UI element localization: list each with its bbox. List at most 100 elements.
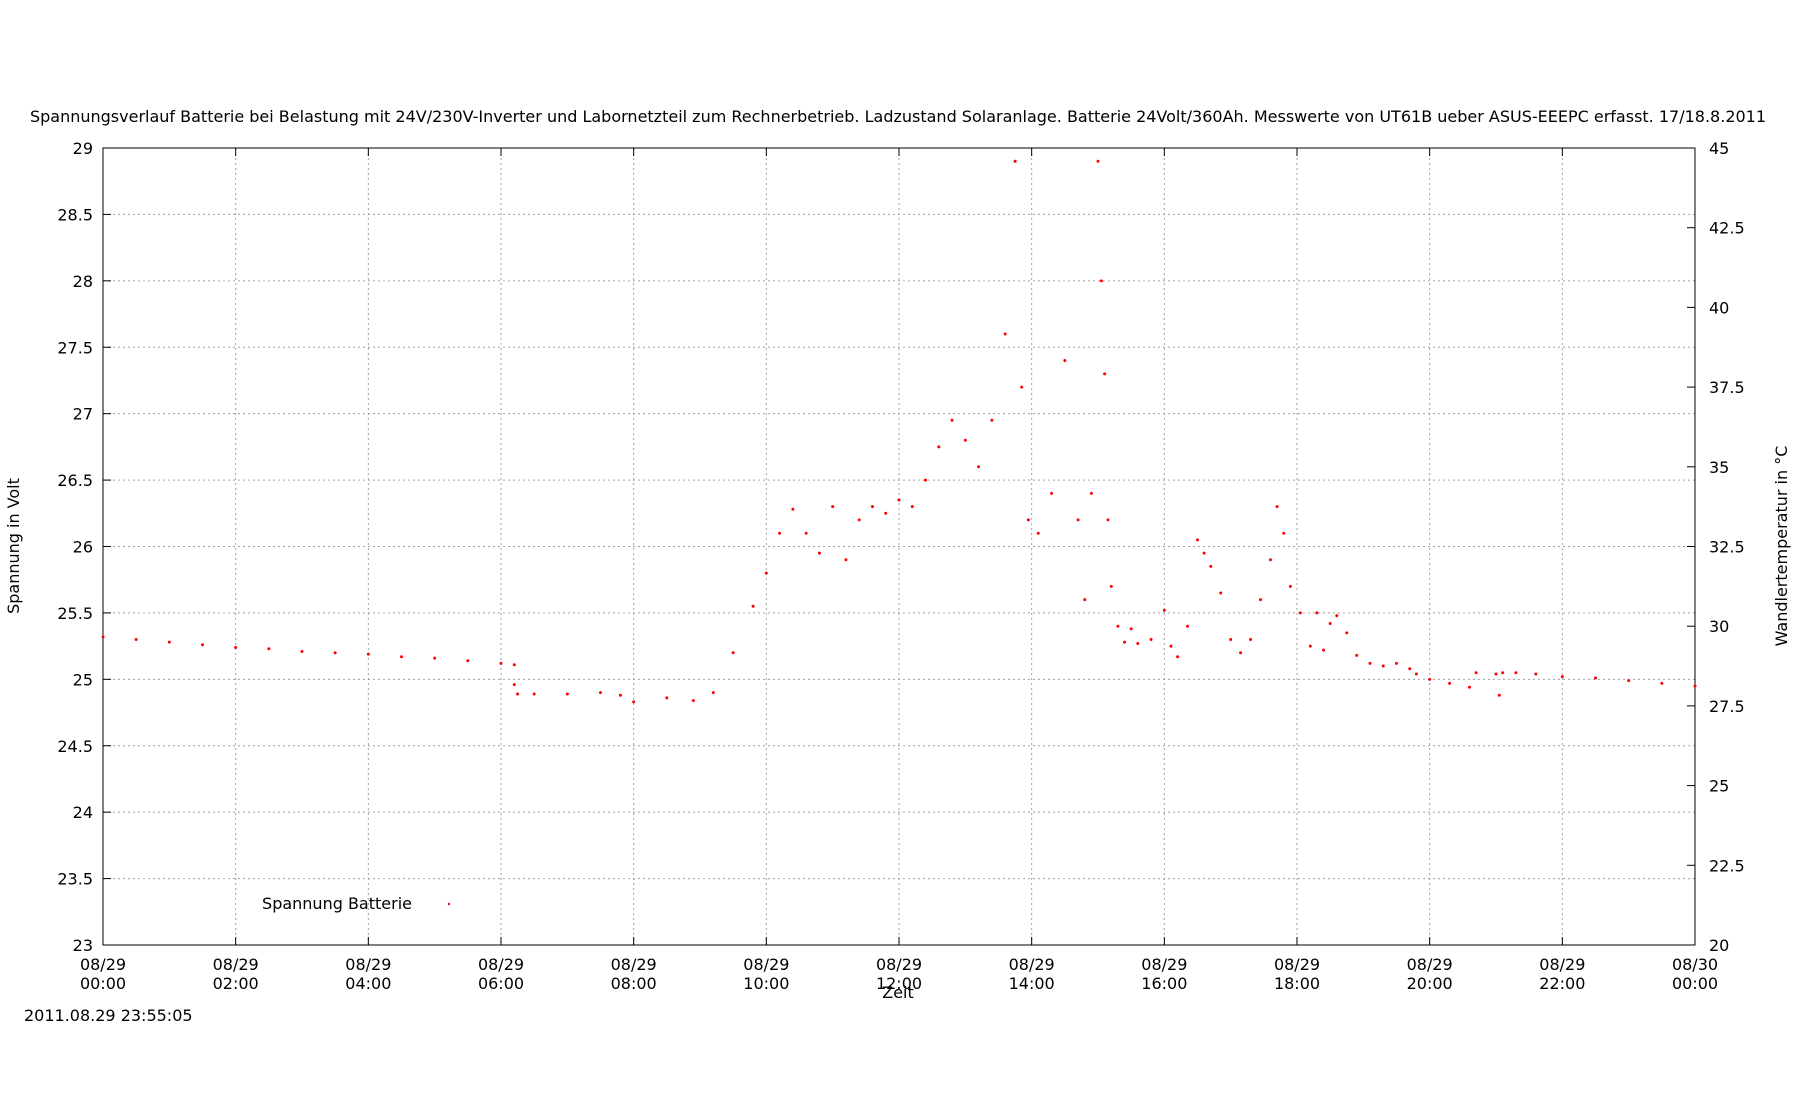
y2-tick-label: 32.5 bbox=[1709, 538, 1745, 557]
data-point bbox=[1560, 675, 1564, 679]
x-tick-label: 08/29 12:00 bbox=[876, 955, 922, 993]
y2-tick-label: 35 bbox=[1709, 458, 1729, 477]
x-tick-date: 08/29 bbox=[611, 955, 657, 974]
data-point bbox=[1162, 608, 1166, 612]
x-tick-date: 08/29 bbox=[478, 955, 524, 974]
data-point bbox=[1123, 640, 1127, 644]
data-point bbox=[1660, 681, 1664, 685]
data-point bbox=[897, 498, 901, 502]
data-point bbox=[963, 438, 967, 442]
timestamp: 2011.08.29 23:55:05 bbox=[24, 1006, 193, 1025]
x-tick-label: 08/29 08:00 bbox=[611, 955, 657, 993]
y-tick-label: 27.5 bbox=[57, 338, 93, 357]
data-point bbox=[1315, 611, 1319, 615]
data-point bbox=[516, 692, 520, 696]
data-point bbox=[1298, 611, 1302, 615]
y-tick-label: 26 bbox=[73, 538, 93, 557]
data-point bbox=[844, 558, 848, 562]
data-point bbox=[1627, 679, 1631, 683]
data-point bbox=[977, 465, 981, 469]
y-tick-label: 28 bbox=[73, 272, 93, 291]
data-point bbox=[366, 652, 370, 656]
x-tick-time: 22:00 bbox=[1539, 974, 1585, 993]
data-point bbox=[1136, 641, 1140, 645]
data-point bbox=[731, 651, 735, 655]
data-point bbox=[1209, 564, 1213, 568]
data-point bbox=[1693, 684, 1697, 688]
x-tick-label: 08/29 14:00 bbox=[1009, 955, 1055, 993]
grid bbox=[103, 148, 1695, 945]
data-point bbox=[1013, 159, 1017, 163]
x-tick-label: 08/29 02:00 bbox=[213, 955, 259, 993]
data-point bbox=[134, 637, 138, 641]
data-point bbox=[857, 518, 861, 522]
data-point bbox=[1106, 518, 1110, 522]
data-point bbox=[1328, 622, 1332, 626]
x-tick-time: 16:00 bbox=[1141, 974, 1187, 993]
data-point bbox=[817, 551, 821, 555]
data-point bbox=[1202, 551, 1206, 555]
data-point bbox=[1345, 631, 1349, 635]
chart-title: Spannungsverlauf Batterie bei Belastung … bbox=[30, 107, 1766, 126]
data-point bbox=[1381, 664, 1385, 668]
data-point bbox=[1268, 558, 1272, 562]
data-point bbox=[1239, 651, 1243, 655]
data-point bbox=[1063, 359, 1067, 363]
y2-tick-label: 25 bbox=[1709, 777, 1729, 796]
y-tick-label: 25.5 bbox=[57, 604, 93, 623]
data-point bbox=[1169, 644, 1173, 648]
data-point bbox=[1494, 672, 1498, 676]
data-point bbox=[870, 505, 874, 509]
data-point bbox=[804, 531, 808, 535]
x-tick-label: 08/29 18:00 bbox=[1274, 955, 1320, 993]
data-point bbox=[1129, 627, 1133, 631]
x-tick-label: 08/29 10:00 bbox=[743, 955, 789, 993]
x-tick-date: 08/30 bbox=[1672, 955, 1718, 974]
y-tick-label: 24 bbox=[73, 803, 93, 822]
data-point bbox=[1149, 637, 1153, 641]
y-tick-labels: 23 23.5 24 24.5 25 25.5 26 26.5 27 27.5 28 28.5 29 bbox=[57, 139, 93, 955]
data-point bbox=[665, 696, 669, 700]
data-point bbox=[1249, 637, 1253, 641]
data-point bbox=[791, 507, 795, 511]
data-point bbox=[764, 571, 768, 575]
data-point bbox=[751, 604, 755, 608]
data-point bbox=[1288, 584, 1292, 588]
data-point bbox=[1103, 372, 1107, 376]
data-point bbox=[234, 645, 238, 649]
data-point bbox=[910, 505, 914, 509]
x-tick-label: 08/29 00:00 bbox=[80, 955, 126, 993]
data-point bbox=[1259, 598, 1263, 602]
x-axis-label: Zeit bbox=[882, 983, 914, 1002]
legend-entry-spannung-batterie: Spannung Batterie bbox=[262, 894, 412, 913]
x-tick-time: 08:00 bbox=[611, 974, 657, 993]
x-tick-time: 12:00 bbox=[876, 974, 922, 993]
y2-tick-labels: 20 22.5 25 27.5 30 32.5 35 37.5 40 42.5 45 bbox=[1709, 139, 1745, 955]
y-tick-label: 23.5 bbox=[57, 870, 93, 889]
legend: Spannung Batterie bbox=[262, 894, 451, 913]
x-tick-time: 20:00 bbox=[1407, 974, 1453, 993]
y2-tick-label: 30 bbox=[1709, 617, 1729, 636]
data-point bbox=[1474, 671, 1478, 675]
data-point bbox=[1219, 591, 1223, 595]
x-tick-time: 04:00 bbox=[345, 974, 391, 993]
data-point bbox=[300, 649, 304, 653]
data-point bbox=[499, 661, 503, 665]
data-point bbox=[1448, 681, 1452, 685]
data-point bbox=[1308, 644, 1312, 648]
data-point bbox=[1322, 648, 1326, 652]
data-point bbox=[778, 531, 782, 535]
data-point bbox=[1428, 677, 1432, 681]
y-tick-label: 28.5 bbox=[57, 205, 93, 224]
data-point bbox=[532, 692, 536, 696]
data-point bbox=[167, 640, 171, 644]
data-point bbox=[884, 511, 888, 515]
data-point bbox=[1368, 661, 1372, 665]
ticks bbox=[102, 147, 1696, 946]
x-tick-label: 08/29 04:00 bbox=[345, 955, 391, 993]
x-tick-date: 08/29 bbox=[1009, 955, 1055, 974]
data-point bbox=[1196, 538, 1199, 542]
data-point bbox=[1282, 531, 1286, 535]
data-point bbox=[1186, 624, 1190, 628]
x-tick-time: 14:00 bbox=[1009, 974, 1055, 993]
